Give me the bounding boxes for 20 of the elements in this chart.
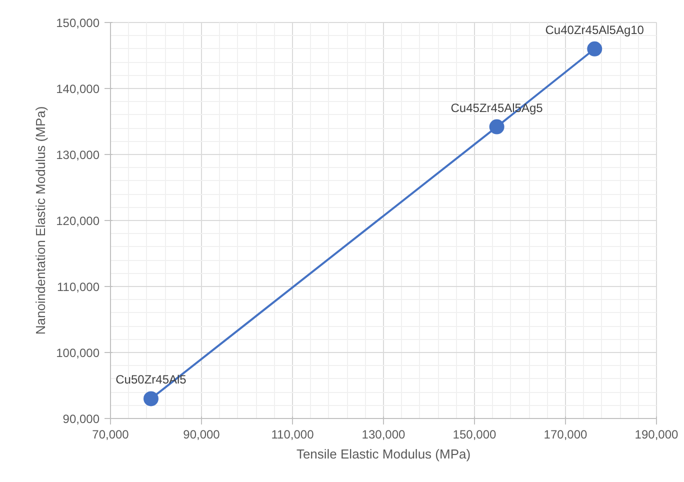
x-tick-label: 150,000	[452, 428, 497, 442]
y-tick-label: 90,000	[62, 412, 100, 426]
y-tick-label: 120,000	[56, 214, 100, 228]
y-tick-label: 150,000	[56, 16, 100, 30]
point	[587, 41, 602, 56]
x-tick-label: 170,000	[544, 428, 588, 442]
point	[489, 119, 504, 134]
y-axis-title: Nanoindentation Elastic Modulus (MPa)	[33, 106, 48, 335]
y-tick-label: 130,000	[56, 148, 100, 162]
point	[143, 391, 158, 406]
x-tick-label: 110,000	[271, 428, 314, 442]
y-tick-label: 100,000	[56, 346, 100, 360]
x-tick-label: 130,000	[362, 428, 406, 442]
x-tick-label: 90,000	[183, 428, 220, 442]
y-tick-label: 140,000	[56, 82, 100, 96]
x-axis-title: Tensile Elastic Modulus (MPa)	[296, 446, 471, 462]
annotation: Cu40Zr45Al5Ag10	[545, 22, 644, 37]
y-tick-label: 110,000	[57, 280, 100, 294]
x-tick-label: 190,000	[634, 428, 679, 442]
x-tick-label: 70,000	[92, 428, 130, 442]
